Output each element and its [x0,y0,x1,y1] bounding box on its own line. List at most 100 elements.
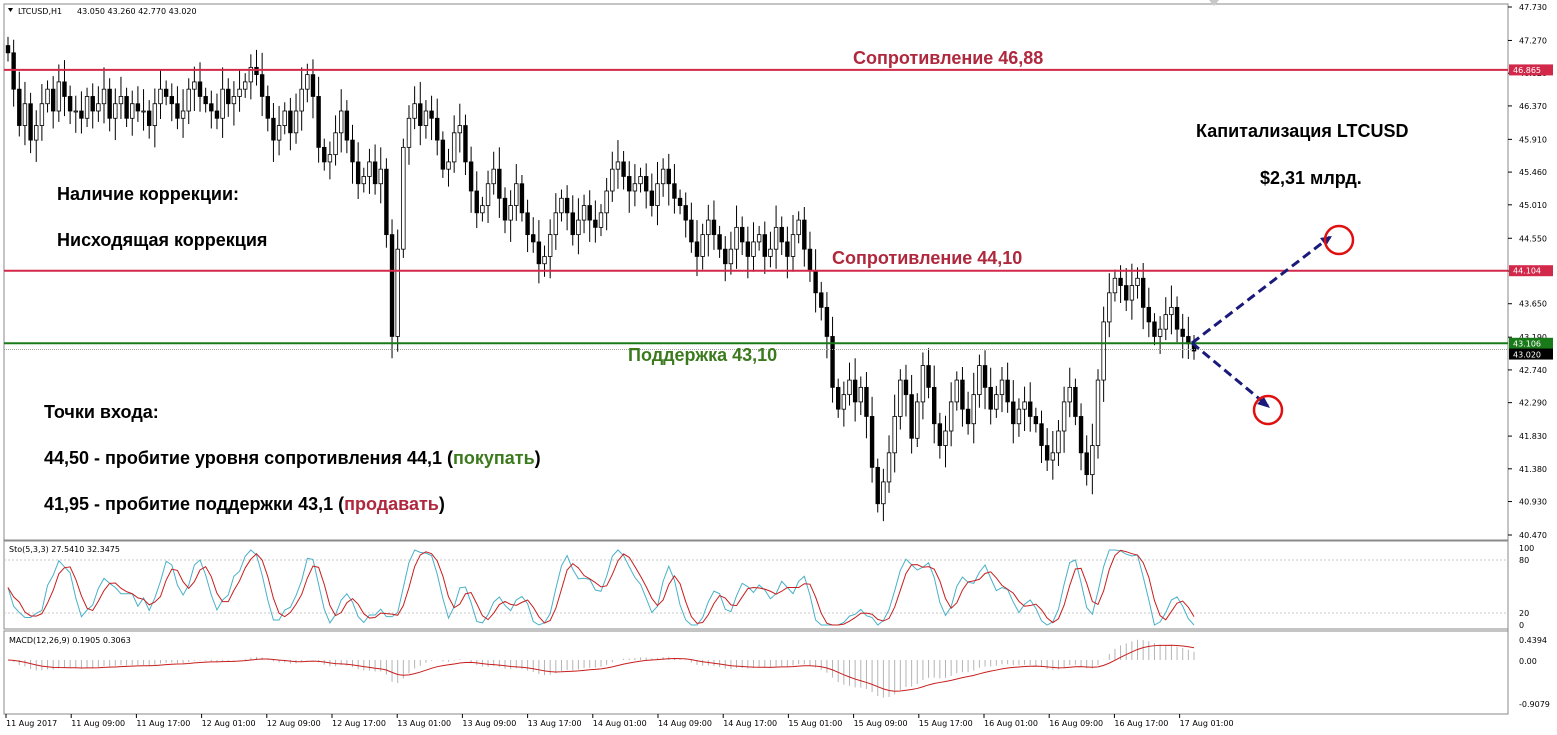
candle-body [203,96,208,105]
candle-body [598,212,604,228]
candle-body [841,394,847,410]
candle-body [1028,401,1033,417]
candle-body [508,205,513,221]
candle-body [372,161,378,185]
candle-body [1078,416,1084,454]
candle-body [903,379,909,396]
candle-body [536,241,542,265]
candle-body [1061,401,1067,432]
sell-word: продавать [344,494,439,514]
target-up-circle-icon [1323,224,1355,256]
candle-body [1044,445,1050,461]
candle-body [237,88,242,97]
candle-body [28,103,33,141]
candle-body [852,379,858,403]
stochastic-main-line [7,549,1195,626]
candle-body [293,110,299,134]
candle-body [638,176,643,185]
candle-body [542,256,547,265]
candle-body [1124,285,1129,301]
candle-body [1022,401,1027,410]
price-tick-label: 47.270 [1519,36,1547,45]
candle-body [1084,452,1089,476]
candle-body [90,96,95,112]
candle-body [570,212,575,236]
candle-body [220,88,225,119]
candle-body [305,74,310,90]
candle-body [56,81,62,112]
macd-signal-line [7,644,1195,692]
macd-panel-frame [3,630,1509,715]
price-tick-label: 40.470 [1519,531,1547,540]
time-tick-label: 14 Aug 09:00 [658,719,712,728]
price-tick-label: 45.910 [1519,135,1547,144]
time-tick-label: 13 Aug 09:00 [462,719,516,728]
candle-body [440,139,446,170]
symbol-dropdown-icon[interactable] [8,8,13,12]
candle-body [1090,445,1095,476]
candle-body [271,117,276,141]
candle-body [932,386,937,425]
candle-body [344,110,350,141]
svg-text:0.4394: 0.4394 [1519,636,1547,645]
candle-body [135,103,141,112]
candle-body [768,248,773,257]
candle-body [869,416,875,468]
candle-body [322,146,327,163]
candle-body [502,197,508,221]
candle-body [361,176,366,185]
time-tick-label: 15 Aug 17:00 [919,719,973,728]
correction-type: Нисходящая коррекция [57,230,268,250]
candle-body [401,146,406,250]
candle-body [519,183,525,214]
candle-body [435,117,440,141]
candle-body [242,81,248,90]
res1-tag [1509,64,1553,76]
candle-body [836,386,841,410]
candle-body [909,394,914,439]
candle-body [587,205,592,221]
res2-tag-text: 44.104 [1513,267,1541,276]
candle-body [762,234,767,257]
buy-word: покупать [453,448,535,468]
candle-body [226,88,231,105]
candle-body [677,197,683,206]
candle-body [118,96,124,105]
candle-body [67,96,73,112]
candle-body [706,219,711,236]
candle-body [1107,292,1112,323]
price-axis-ticks: 47.73047.27046.82046.37045.91045.46045.0… [1508,3,1547,540]
candle-body [954,379,959,403]
svg-text:100: 100 [1519,544,1534,553]
candle-body [1169,306,1174,316]
candle-body [723,248,728,265]
candle-body [34,125,39,141]
price-tick-label: 44.550 [1519,234,1547,243]
candle-body [378,168,383,185]
candle-body [333,132,338,156]
levels-layer: 46.865 44.104 43.106 [4,64,1553,349]
svg-text:-0.9079: -0.9079 [1519,700,1550,709]
candle-body [423,110,429,126]
candle-body [1039,423,1044,446]
candle-body [898,379,903,417]
candle-body [474,190,479,214]
price-tick-label: 41.830 [1519,432,1547,441]
candle-body [457,125,463,134]
price-tick-label: 42.740 [1519,366,1547,375]
candle-body [734,226,739,250]
time-tick-label: 15 Aug 09:00 [854,719,908,728]
candle-body [802,219,807,250]
price-tick-label: 45.010 [1519,201,1547,210]
svg-text:0: 0 [1519,621,1524,630]
candle-body [231,96,237,105]
scroll-marker-icon[interactable] [1209,0,1219,6]
candle-body [1011,401,1016,425]
candle-body [96,103,101,112]
time-tick-label: 16 Aug 17:00 [1114,719,1168,728]
candle-body [745,241,751,257]
candle-body [180,110,186,119]
candle-body [672,183,677,199]
candle-body [418,103,423,126]
candle-body [632,183,638,192]
